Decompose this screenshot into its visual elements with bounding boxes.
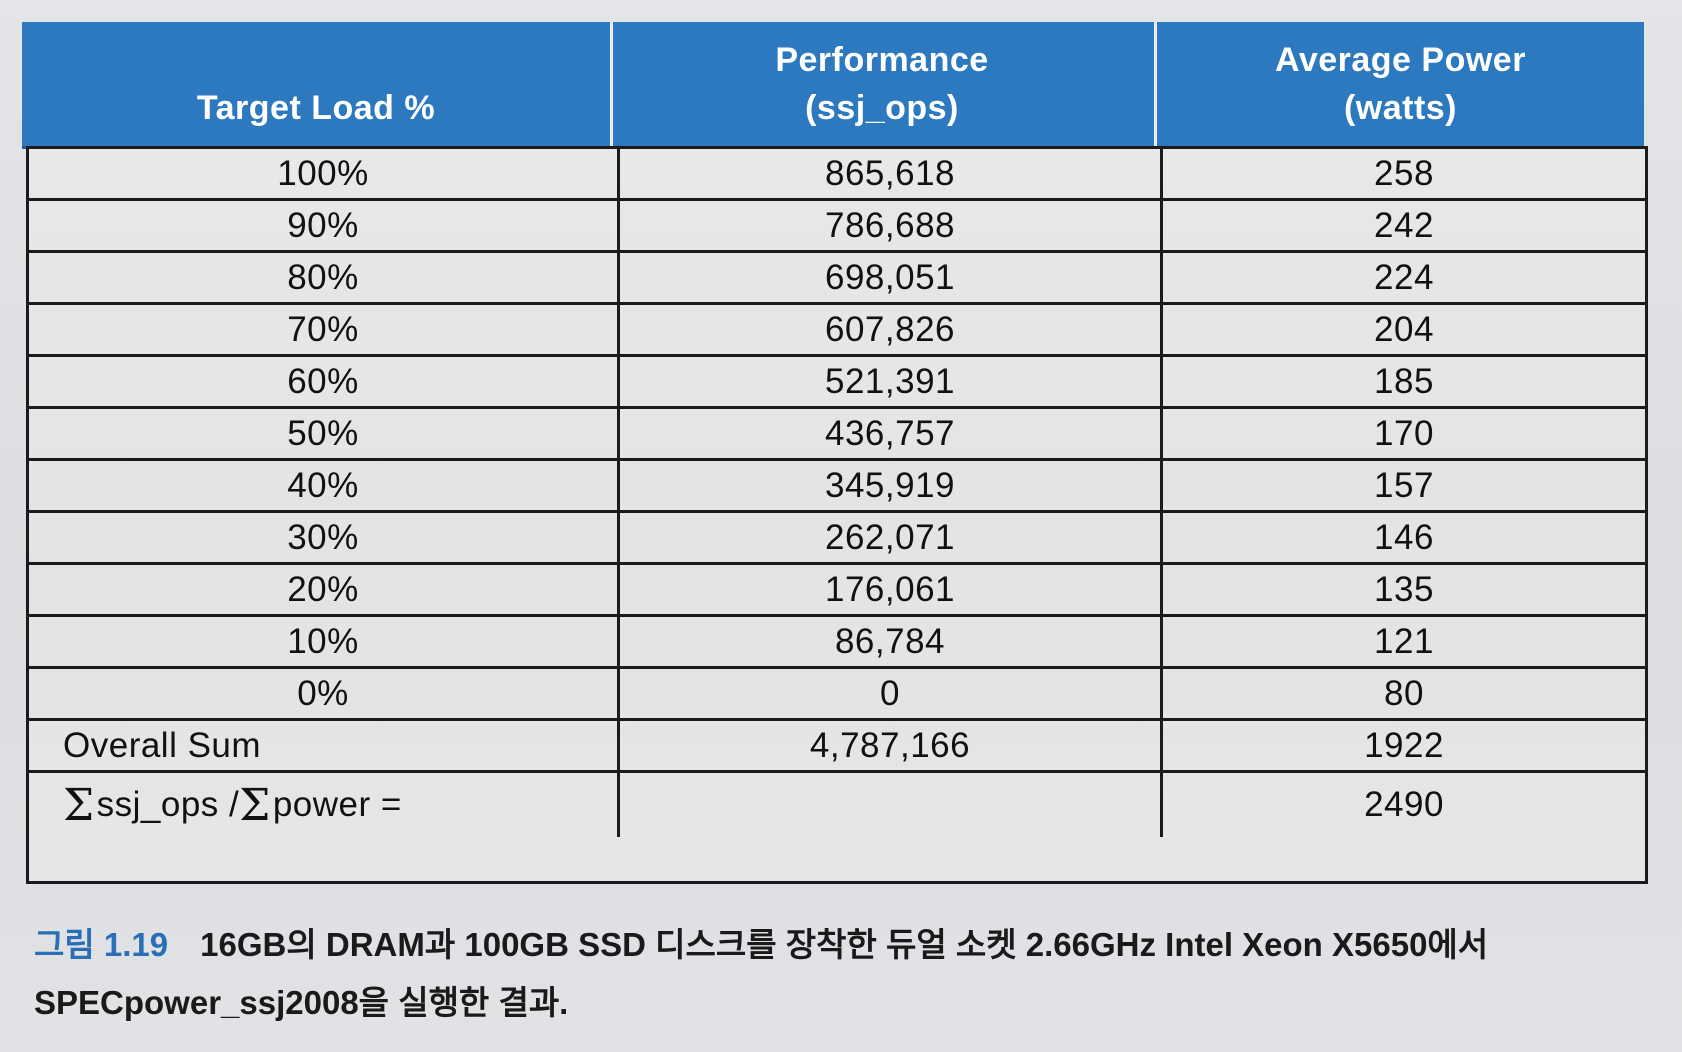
header-target-load-label: Target Load % (196, 89, 436, 127)
header-target-load: Target Load % (22, 22, 610, 146)
header-divider (1154, 22, 1157, 146)
target-load-cell: 40% (29, 461, 620, 510)
performance-cell: 521,391 (620, 357, 1163, 406)
average-power-cell: 204 (1374, 309, 1434, 349)
target-load-cell: 90% (29, 201, 620, 250)
target-load-cell: 20% (29, 565, 620, 614)
table-row: 30% 262,071 146 (29, 513, 1645, 565)
overall-sum-performance: 4,787,166 (620, 721, 1163, 770)
performance-cell: 436,757 (620, 409, 1163, 458)
table-row: 10% 86,784 121 (29, 617, 1645, 669)
average-power-cell: 157 (1374, 465, 1434, 505)
overall-sum-label: Overall Sum (29, 721, 620, 770)
average-power-cell: 224 (1374, 257, 1434, 297)
average-power-cell: 80 (1384, 673, 1424, 713)
target-load-cell: 0% (29, 669, 620, 718)
target-load-cell: 10% (29, 617, 620, 666)
performance-cell: 698,051 (620, 253, 1163, 302)
table-header: Target Load % Performance (ssj_ops) Aver… (22, 22, 1644, 149)
average-power-cell: 242 (1374, 205, 1434, 245)
performance-cell: 0 (620, 669, 1163, 718)
performance-cell: 865,618 (620, 149, 1163, 198)
table-row: 100% 865,618 258 (29, 149, 1645, 201)
average-power-cell: 146 (1374, 517, 1434, 557)
header-divider (610, 22, 613, 146)
target-load-cell: 30% (29, 513, 620, 562)
sigma-symbol: Σ (63, 779, 95, 831)
header-power-line2: (watts) (1343, 89, 1458, 127)
table-row: 70% 607,826 204 (29, 305, 1645, 357)
performance-cell: 176,061 (620, 565, 1163, 614)
table-row: 60% 521,391 185 (29, 357, 1645, 409)
performance-cell: 345,919 (620, 461, 1163, 510)
average-power-cell: 258 (1374, 153, 1434, 193)
header-performance: Performance (ssj_ops) (612, 22, 1152, 146)
target-load-cell: 70% (29, 305, 620, 354)
header-average-power: Average Power (watts) (1157, 22, 1644, 146)
table-body: 100% 865,618 258 90% 786,688 242 80% 698,051 224… (26, 146, 1648, 884)
table-row: 80% 698,051 224 (29, 253, 1645, 305)
performance-cell: 786,688 (620, 201, 1163, 250)
target-load-cell: 100% (29, 149, 620, 198)
table-row: 20% 176,061 135 (29, 565, 1645, 617)
table-row: 40% 345,919 157 (29, 461, 1645, 513)
table-row: 50% 436,757 170 (29, 409, 1645, 461)
table-row: 0% 0 80 (29, 669, 1645, 721)
ratio-label-part2: power = (272, 785, 402, 824)
overall-sum-row: Overall Sum 4,787,166 1922 (29, 721, 1645, 773)
figure-number: 그림 1.19 (34, 926, 169, 963)
header-performance-line2: (ssj_ops) (805, 89, 959, 127)
average-power-cell: 185 (1374, 361, 1434, 401)
performance-cell: 86,784 (620, 617, 1163, 666)
performance-cell: 607,826 (620, 305, 1163, 354)
header-performance-line1: Performance (775, 41, 989, 79)
sigma-symbol: Σ (239, 779, 271, 831)
average-power-cell: 170 (1374, 413, 1434, 453)
ratio-performance-empty (620, 773, 1163, 837)
ratio-label-part1: ssj_ops / (96, 785, 240, 824)
average-power-cell: 121 (1374, 621, 1434, 661)
overall-sum-power: 1922 (1364, 725, 1444, 765)
caption-text: 16GB의 DRAM과 100GB SSD 디스크를 장착한 듀얼 소켓 2.6… (34, 926, 1489, 1021)
ratio-value: 2490 (1364, 785, 1444, 824)
figure-caption: 그림 1.19 16GB의 DRAM과 100GB SSD 디스크를 장착한 듀얼… (34, 916, 1654, 1032)
average-power-cell: 135 (1374, 569, 1434, 609)
table-row: 90% 786,688 242 (29, 201, 1645, 253)
performance-cell: 262,071 (620, 513, 1163, 562)
target-load-cell: 50% (29, 409, 620, 458)
target-load-cell: 80% (29, 253, 620, 302)
header-power-line1: Average Power (1275, 41, 1526, 79)
target-load-cell: 60% (29, 357, 620, 406)
